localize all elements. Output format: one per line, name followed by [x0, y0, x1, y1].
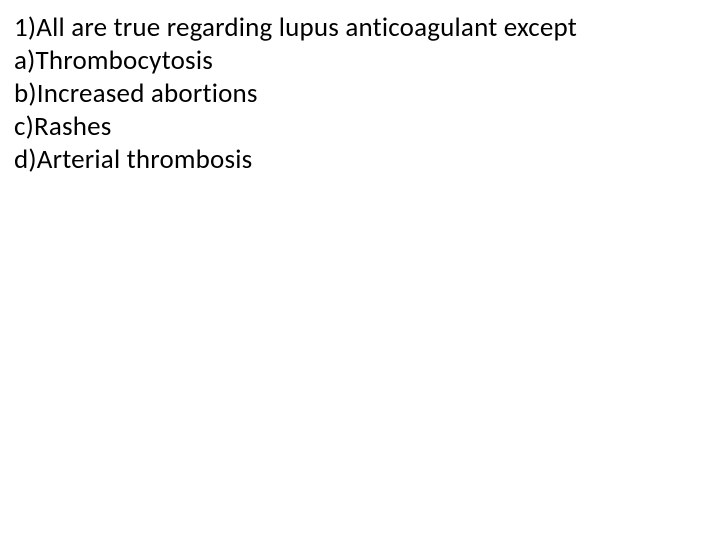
question-stem: 1)All are true regarding lupus anticoagu… — [14, 12, 706, 45]
option-b: b)Increased abortions — [14, 78, 706, 111]
slide-container: 1)All are true regarding lupus anticoagu… — [0, 0, 720, 540]
option-a: a)Thrombocytosis — [14, 45, 706, 78]
option-c: c)Rashes — [14, 111, 706, 144]
option-d: d)Arterial thrombosis — [14, 144, 706, 177]
